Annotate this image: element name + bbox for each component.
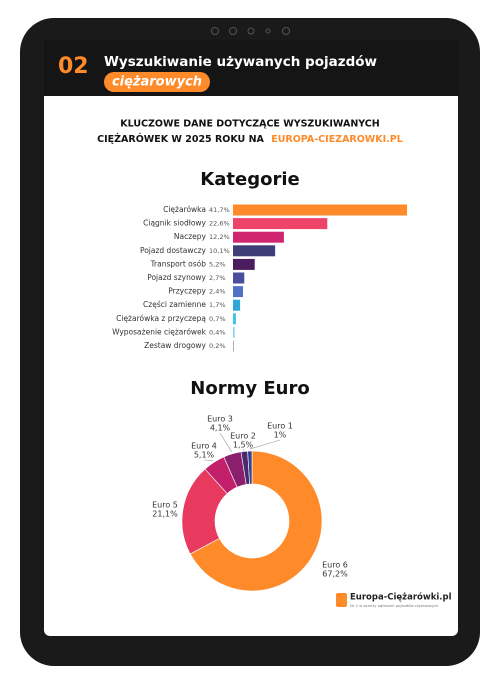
category-label: Ciągnik siodłowy: [143, 219, 206, 228]
slice-label: Euro 2: [230, 432, 256, 441]
camera: [211, 27, 290, 35]
leader-line: [249, 439, 281, 450]
value-label: 2,7%: [209, 274, 226, 282]
subtitle-text: CIĘŻARÓWEK W 2025 ROKU NA: [97, 133, 264, 145]
value-label: 41,7%: [209, 206, 230, 214]
bar: [233, 326, 235, 338]
donut-slice: [247, 450, 253, 485]
category-label: Pojazd szynowy: [147, 273, 206, 282]
category-label: Przyczepy: [168, 287, 206, 296]
value-label: 0,4%: [209, 328, 226, 336]
leader-line: [219, 432, 232, 453]
subtitle-line: CIĘŻARÓWEK W 2025 ROKU NA EUROPA-CIEZARO…: [97, 133, 403, 145]
category-label: Części zamienne: [143, 300, 206, 309]
bar: [233, 231, 284, 243]
category-label: Transport osób: [150, 259, 207, 268]
slice-label: Euro 1: [267, 422, 293, 431]
bar: [233, 218, 328, 230]
value-label: 10,1%: [209, 247, 230, 255]
bar: [233, 245, 276, 257]
bar: [233, 299, 241, 311]
footer-logo: Europa-Ciężarówki.pl Nr 1 w branży ogłos…: [336, 592, 452, 608]
value-label: 1,7%: [209, 301, 226, 309]
slice-label: Euro 5: [152, 501, 178, 510]
category-label: Pojazd dostawczy: [140, 246, 207, 255]
value-label: 5,2%: [209, 260, 226, 268]
value-label: 22,6%: [209, 220, 230, 228]
slice-value: 21,1%: [152, 510, 178, 519]
bar: [233, 204, 407, 216]
subtitle-line: KLUCZOWE DANE DOTYCZĄCE WYSZUKIWANYCH: [120, 119, 380, 130]
value-label: 0,7%: [209, 315, 226, 323]
category-label: Zestaw drogowy: [144, 341, 206, 350]
slice-value: 67,2%: [322, 570, 348, 579]
section-number: 02: [58, 54, 89, 79]
section-title: Wyszukiwanie używanych pojazdów: [104, 54, 377, 70]
chart-title: Kategorie: [200, 169, 299, 190]
bar: [233, 272, 245, 284]
bar: [233, 313, 236, 325]
brand: Europa-Ciężarówki.pl: [350, 592, 452, 603]
section-highlight: ciężarowych: [112, 75, 202, 90]
tagline: Nr 1 w branży ogłoszeń pojazdów ciężarow…: [350, 603, 439, 608]
bar: [233, 258, 255, 270]
donut-slice: [189, 450, 323, 592]
chart-title: Normy Euro: [190, 378, 309, 399]
value-label: 0,2%: [209, 342, 226, 350]
slice-label: Euro 3: [207, 415, 233, 424]
value-label: 12,2%: [209, 233, 230, 241]
bar: [233, 286, 244, 298]
leader-line: [242, 449, 245, 451]
slice-value: 1%: [274, 431, 287, 440]
bar: [233, 340, 234, 352]
slice-value: 4,1%: [210, 424, 231, 433]
slice-label: Euro 4: [191, 442, 217, 451]
subtitle-site: EUROPA-CIEZAROWKI.PL: [271, 134, 403, 145]
slice-value: 1,5%: [233, 441, 254, 450]
category-label: Ciężarówka: [163, 205, 206, 214]
leader-line: [203, 459, 213, 461]
value-label: 2,4%: [209, 288, 226, 296]
category-label: Naczepy: [174, 232, 207, 241]
category-label: Wyposażenie ciężarówek: [112, 327, 207, 336]
category-label: Ciężarówka z przyczepą: [116, 314, 206, 323]
screen: [44, 40, 458, 636]
slice-value: 5,1%: [194, 451, 215, 460]
highlight-pill: [104, 72, 210, 92]
slice-label: Euro 6: [322, 561, 348, 570]
